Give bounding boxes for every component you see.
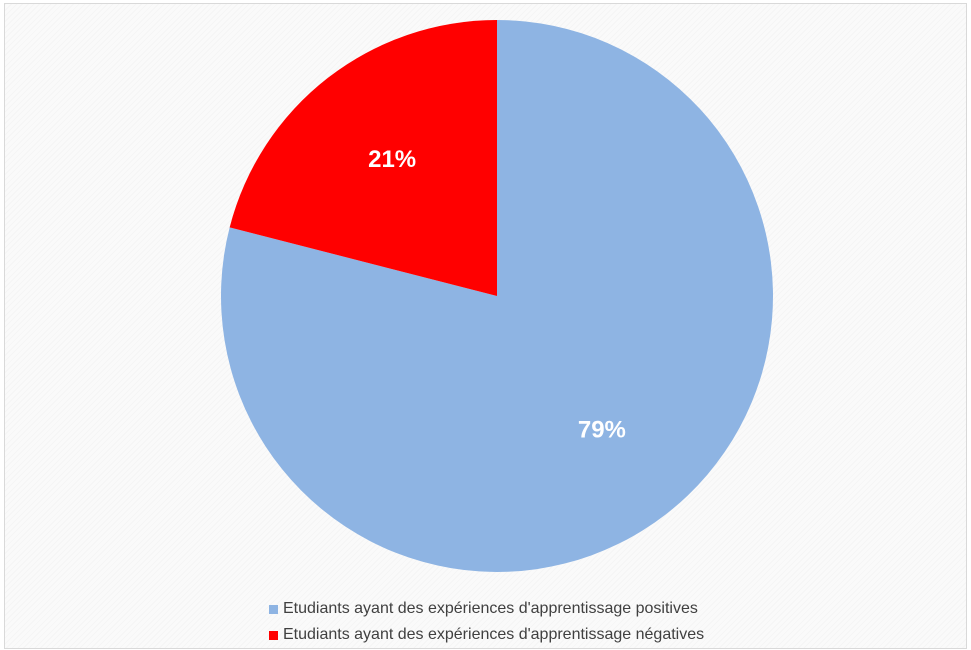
data-label-positive: 79% <box>578 417 626 444</box>
legend-label-positive: Etudiants ayant des expériences d'appren… <box>283 600 698 617</box>
legend-label-negative: Etudiants ayant des expériences d'appren… <box>283 626 705 643</box>
legend-item-negative: Etudiants ayant des expériences d'appren… <box>269 622 704 648</box>
legend-item-positive: Etudiants ayant des expériences d'appren… <box>269 596 704 622</box>
legend-swatch-negative <box>269 630 278 640</box>
legend: Etudiants ayant des expériences d'appren… <box>269 596 704 648</box>
legend-swatch-positive <box>269 604 278 614</box>
data-label-negative: 21% <box>368 146 416 173</box>
pie-slice-negative <box>229 20 497 296</box>
pie-chart: 79% 21% <box>221 20 773 572</box>
chart-area: 79% 21% Etudiants ayant des expériences d… <box>4 3 967 649</box>
